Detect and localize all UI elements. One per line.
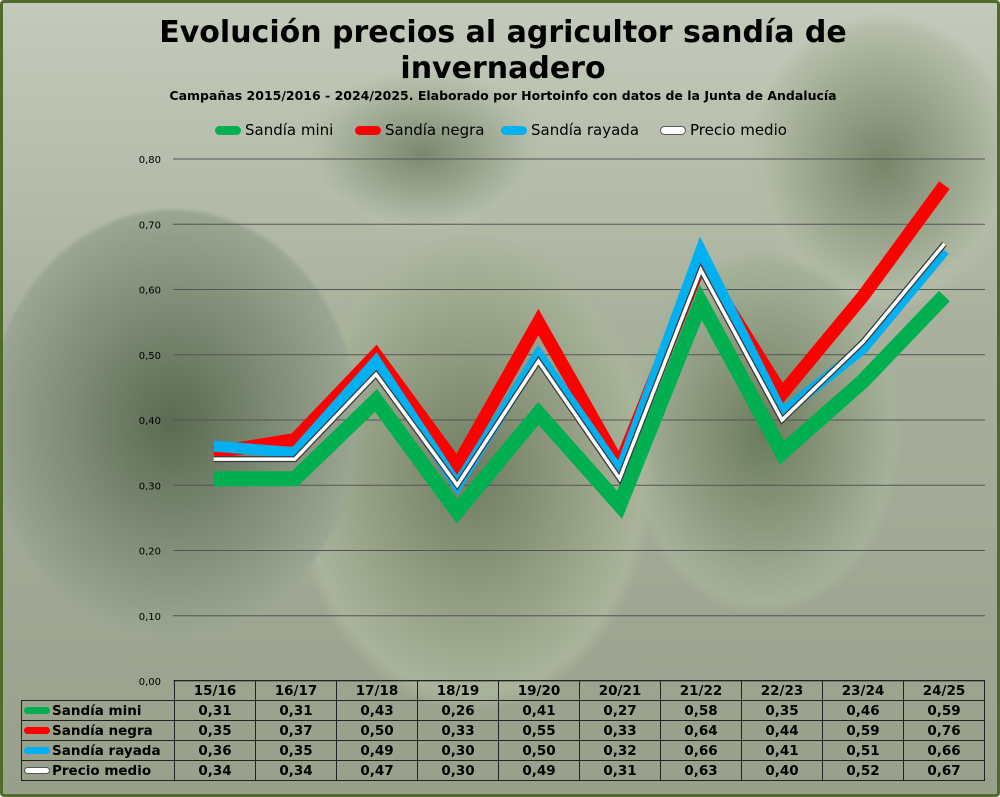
- table-cell: 0,31: [255, 700, 337, 721]
- table-row: Sandía rayada 0,36 0,35 0,49 0,30 0,50 0…: [21, 740, 985, 761]
- table-cell: 0,51: [822, 740, 904, 761]
- table-cell: 0,63: [660, 760, 742, 781]
- table-cell: 0,49: [498, 760, 580, 781]
- data-table: 15/16 16/17 17/18 18/19 19/20 20/21 21/2…: [21, 680, 985, 781]
- table-header: 23/24: [822, 680, 904, 701]
- table-header: 21/22: [660, 680, 742, 701]
- table-cell: 0,58: [660, 700, 742, 721]
- table-cell: 0,49: [336, 740, 418, 761]
- table-cell: 0,35: [174, 720, 256, 741]
- table-header: 16/17: [255, 680, 337, 701]
- table-cell: 0,33: [417, 720, 499, 741]
- legend-item-medio: Precio medio: [660, 121, 787, 139]
- table-header: 24/25: [903, 680, 985, 701]
- table-row-label: Sandía rayada: [21, 740, 175, 761]
- table-cell: 0,30: [417, 760, 499, 781]
- table-header-row: 15/16 16/17 17/18 18/19 19/20 20/21 21/2…: [22, 680, 985, 701]
- legend-label-medio: Precio medio: [690, 121, 787, 139]
- table-row-label-text: Sandía negra: [52, 722, 153, 739]
- table-row: Precio medio 0,34 0,34 0,47 0,30 0,49 0,…: [21, 760, 985, 781]
- table-cell: 0,35: [255, 740, 337, 761]
- table-corner: [22, 681, 175, 701]
- series-line-mini: [213, 284, 950, 524]
- table-cell: 0,52: [822, 760, 904, 781]
- table-row-label: Sandía mini: [21, 700, 175, 721]
- table-cell: 0,66: [903, 740, 985, 761]
- table-cell: 0,37: [255, 720, 337, 741]
- table-cell: 0,36: [174, 740, 256, 761]
- table-cell: 0,44: [741, 720, 823, 741]
- legend-swatch-rayada: [501, 126, 527, 135]
- legend-swatch-negra: [355, 126, 381, 135]
- table-cell: 0,41: [741, 740, 823, 761]
- legend-swatch-mini: [215, 126, 241, 135]
- legend-item-mini: Sandía mini: [215, 121, 333, 139]
- table-cell: 0,41: [498, 700, 580, 721]
- table-cell: 0,64: [660, 720, 742, 741]
- table-row-label: Sandía negra: [21, 720, 175, 741]
- table-cell: 0,50: [336, 720, 418, 741]
- table-cell: 0,31: [579, 760, 661, 781]
- table-swatch-medio: [24, 767, 50, 774]
- table-cell: 0,35: [741, 700, 823, 721]
- y-tick-label: 0,30: [139, 481, 161, 492]
- table-swatch-mini: [24, 707, 50, 714]
- y-tick-label: 0,60: [139, 286, 161, 297]
- table-cell: 0,76: [903, 720, 985, 741]
- chart-title: Evolución precios al agricultor sandía d…: [159, 15, 847, 86]
- table-swatch-negra: [24, 727, 50, 734]
- legend-item-negra: Sandía negra: [355, 121, 485, 139]
- series-line-medio: [213, 242, 946, 489]
- table-cell: 0,26: [417, 700, 499, 721]
- table-row: Sandía negra 0,35 0,37 0,50 0,33 0,55 0,…: [21, 720, 985, 741]
- table-cell: 0,47: [336, 760, 418, 781]
- table-cell: 0,32: [579, 740, 661, 761]
- y-tick-label: 0,50: [139, 351, 161, 362]
- y-tick-label: 0,20: [139, 547, 161, 558]
- series-line-negra: [212, 181, 950, 481]
- table-row-label: Precio medio: [21, 760, 175, 781]
- legend-label-negra: Sandía negra: [385, 121, 485, 139]
- table-row-label-text: Precio medio: [52, 762, 152, 779]
- table-row-label-text: Sandía mini: [52, 702, 142, 719]
- table-header: 22/23: [741, 680, 823, 701]
- legend-label-mini: Sandía mini: [245, 121, 334, 139]
- legend-item-rayada: Sandía rayada: [501, 121, 639, 139]
- table-header: 17/18: [336, 680, 418, 701]
- chart-subtitle: Campañas 2015/2016 - 2024/2025. Elaborad…: [169, 88, 837, 103]
- table-cell: 0,67: [903, 760, 985, 781]
- table-cell: 0,59: [903, 700, 985, 721]
- table-header: 19/20: [498, 680, 580, 701]
- y-tick-label: 0,40: [139, 416, 161, 427]
- table-cell: 0,40: [741, 760, 823, 781]
- y-tick-label: 0,70: [139, 220, 161, 231]
- table-cell: 0,27: [579, 700, 661, 721]
- table-cell: 0,50: [498, 740, 580, 761]
- y-tick-label: 0,00: [139, 677, 161, 688]
- table-swatch-rayada: [24, 747, 50, 754]
- table-cell: 0,30: [417, 740, 499, 761]
- line-chart: 0,00 0,10 0,20 0,30 0,40 0,50 0,60 0,70 0,80: [139, 155, 985, 688]
- table-header: 15/16: [174, 680, 256, 701]
- table-cell: 0,55: [498, 720, 580, 741]
- table-cell: 0,66: [660, 740, 742, 761]
- table-header: 20/21: [579, 680, 661, 701]
- table-cell: 0,34: [174, 760, 256, 781]
- table-header: 18/19: [417, 680, 499, 701]
- table-cell: 0,34: [255, 760, 337, 781]
- table-cell: 0,46: [822, 700, 904, 721]
- table-cell: 0,43: [336, 700, 418, 721]
- table-cell: 0,33: [579, 720, 661, 741]
- table-row-label-text: Sandía rayada: [52, 742, 161, 759]
- y-tick-label: 0,10: [139, 612, 161, 623]
- table-cell: 0,31: [174, 700, 256, 721]
- table-row: Sandía mini 0,31 0,31 0,43 0,26 0,41 0,2…: [21, 700, 985, 721]
- legend-swatch-medio: [660, 126, 686, 135]
- legend-label-rayada: Sandía rayada: [531, 121, 640, 139]
- table-cell: 0,59: [822, 720, 904, 741]
- y-tick-label: 0,80: [139, 155, 161, 166]
